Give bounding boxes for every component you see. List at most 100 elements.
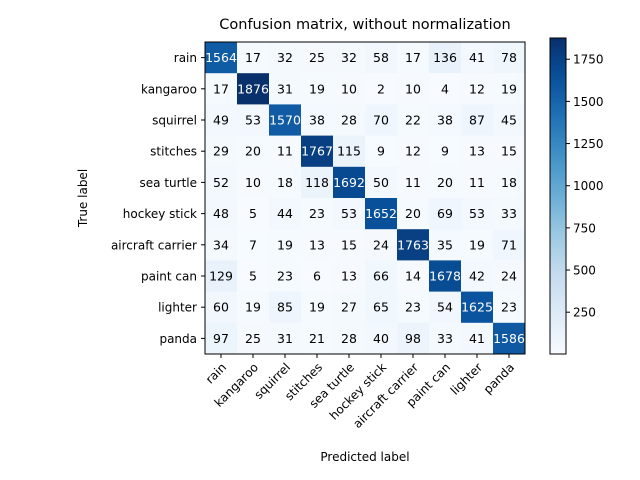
heatmap-cell [269,42,302,74]
cell-value: 20 [437,175,453,190]
cell-value: 10 [341,81,357,96]
cell-value: 65 [373,300,389,315]
heatmap-cell [429,42,462,74]
cell-value: 2 [377,81,385,96]
heatmap-cell [429,104,462,136]
heatmap-cell [493,291,526,324]
y-tick-label: sea turtle [140,176,197,190]
heatmap-cell [205,42,238,74]
cell-value: 52 [213,175,229,190]
cell-value: 28 [341,113,357,128]
cell-value: 78 [501,50,517,65]
cell-value: 21 [309,331,325,346]
cell-value: 27 [341,300,357,315]
cell-value: 33 [501,206,517,221]
heatmap-cell [493,135,526,168]
colorbar-tick-label: 1500 [573,95,604,109]
heatmap-cell [333,322,366,355]
heatmap-cell [429,198,462,230]
plot-frame [204,41,526,355]
heatmap-cell [205,135,238,168]
cell-value: 41 [469,331,485,346]
heatmap-cell [301,166,334,199]
cell-value: 45 [501,113,517,128]
cell-value: 24 [373,237,389,252]
cell-value: 33 [437,331,453,346]
cell-value: 23 [405,300,421,315]
chart-title: Confusion matrix, without normalization [219,17,510,33]
heatmap-cell [333,229,366,261]
cell-value: 20 [405,206,421,221]
colorbar-tick-label: 1000 [573,179,604,193]
cell-value: 19 [245,300,261,315]
heatmap-cell [333,42,366,74]
cell-value: 115 [337,144,361,159]
cell-value: 18 [277,175,293,190]
heatmap-cell [365,198,398,230]
heatmap-cell [397,291,430,324]
cell-value: 97 [213,331,229,346]
cell-value: 15 [341,237,357,252]
cell-value: 48 [213,206,229,221]
heatmap-cell [237,73,270,105]
heatmap-cell [333,198,366,230]
cell-value: 23 [277,269,293,284]
cell-value: 54 [437,300,453,315]
heatmap-cell [397,198,430,230]
cell-value: 66 [373,269,389,284]
heatmap-cell [333,135,366,168]
cell-value: 1692 [333,175,365,190]
heatmap-cell [429,73,462,105]
cell-value: 71 [501,237,517,252]
cell-value: 12 [469,81,485,96]
heatmap-cell [301,198,334,230]
cell-value: 41 [469,50,485,65]
colorbar-tick-label: 500 [573,264,596,278]
cell-value: 50 [373,175,389,190]
colorbar-tick-label: 1250 [573,137,604,151]
colorbar-ticks: 250 500 750 1000 1250 1500 1750 [566,53,604,320]
heatmap-cell [301,291,334,324]
heatmap-cell [397,73,430,105]
heatmap-cell [301,73,334,105]
heatmap-cell [429,322,462,355]
x-tick-label: panda [481,360,517,396]
cell-value: 31 [277,331,293,346]
heatmap-cell [205,291,238,324]
heatmap-cell [269,166,302,199]
cell-value: 38 [437,113,453,128]
y-tick-label: squirrel [152,114,197,128]
heatmap-cell [301,229,334,261]
cell-value: 19 [469,237,485,252]
heatmap-cell [493,73,526,105]
cell-value: 44 [277,206,293,221]
cell-value: 49 [213,113,229,128]
cell-value: 13 [341,269,357,284]
cell-value: 34 [213,237,229,252]
heatmap-cell [301,135,334,168]
cell-value: 6 [313,269,321,284]
y-axis-label: True label [76,169,90,228]
heatmap-cell [397,322,430,355]
heatmap-cell [269,322,302,355]
cell-value: 13 [309,237,325,252]
cell-value: 1586 [493,331,525,346]
heatmap-cell [365,73,398,105]
heatmap-cell [461,73,494,105]
heatmap-cell [365,229,398,261]
heatmap-cell [397,135,430,168]
cell-value: 98 [405,331,421,346]
heatmap-cell [493,322,526,355]
colorbar [549,37,567,355]
heatmap-cell [429,166,462,199]
heatmap-cell [301,322,334,355]
cell-value: 5 [249,206,257,221]
heatmap-cell [397,260,430,292]
heatmap-cell [397,229,430,261]
cell-value: 24 [501,269,517,284]
cell-value: 11 [469,175,485,190]
cell-value: 25 [245,331,261,346]
heatmap-cell [205,104,238,136]
